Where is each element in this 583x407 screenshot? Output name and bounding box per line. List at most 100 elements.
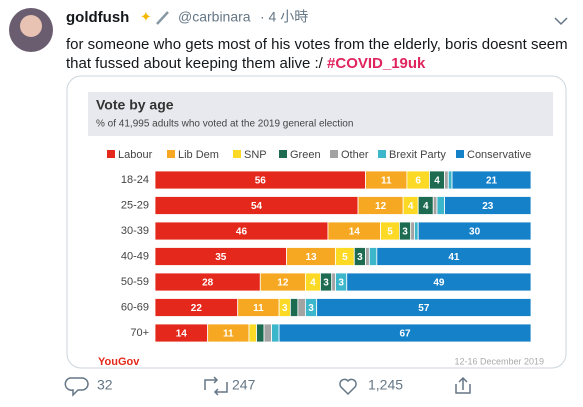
legend-swatch [330, 150, 338, 158]
data-label: 14 [349, 227, 361, 238]
data-label: 14 [176, 329, 188, 340]
bar-segment [417, 221, 532, 241]
legend-swatch [233, 150, 241, 158]
data-label: 21 [486, 176, 498, 187]
tweet-time[interactable]: · 4 小時 [260, 9, 308, 25]
data-label: 6 [415, 176, 421, 187]
reply-count: 32 [97, 377, 113, 393]
bar-segment [331, 272, 336, 292]
bar-segment [410, 221, 415, 241]
legend-label: Other [341, 149, 369, 161]
bar-segment [278, 323, 532, 343]
tweet-text: for someone who gets most of his votes f… [66, 36, 568, 53]
data-label: 3 [282, 303, 288, 314]
data-label: 13 [305, 252, 317, 263]
like-icon[interactable] [339, 378, 357, 396]
tweet-text: that fussed about keeping them alive :/ … [66, 55, 426, 72]
data-label: 12 [277, 278, 289, 289]
bar-segment [447, 170, 453, 190]
data-label: 56 [255, 176, 267, 187]
legend-label: SNP [244, 149, 267, 161]
data-label: 54 [251, 201, 263, 212]
y-tick-label: 50-59 [121, 276, 149, 288]
data-label: 46 [236, 227, 248, 238]
caret[interactable] [554, 17, 568, 26]
tweet-text-line: that fussed about keeping them alive :/ [66, 55, 324, 72]
bar-segment [414, 221, 419, 241]
data-label: 5 [387, 227, 393, 238]
chart: Labour Lib Dem SNP Green Other Brexit Party Co… [107, 149, 532, 343]
data-label: 5 [342, 252, 348, 263]
bar-segment [376, 247, 532, 266]
retweet-count: 247 [232, 377, 256, 393]
data-label: 12 [375, 201, 387, 212]
bar-segment [451, 170, 532, 190]
legend-swatch [378, 150, 386, 158]
bar-segment [444, 196, 532, 215]
legend-label: Brexit Party [389, 149, 446, 161]
legend-swatch [456, 150, 464, 158]
legend-swatch [167, 150, 175, 158]
y-tick-label: 18-24 [121, 174, 149, 186]
y-tick-label: 25-29 [121, 199, 149, 211]
bar-segment [346, 272, 532, 292]
sparkle-icon: ✦ [140, 9, 152, 25]
data-label: 3 [323, 278, 329, 289]
legend-label: Labour [118, 149, 153, 161]
legend-label: Green [290, 149, 321, 161]
y-tick-label: 40-49 [121, 250, 149, 262]
data-label: 4 [408, 201, 414, 212]
data-label: 11 [223, 329, 234, 340]
data-label: 11 [253, 303, 264, 314]
data-label: 4 [434, 176, 440, 187]
data-label: 35 [215, 252, 227, 263]
reply-icon[interactable] [64, 377, 89, 397]
y-tick-label: 70+ [130, 327, 149, 339]
bar-segment [297, 298, 306, 317]
share-icon[interactable] [455, 376, 471, 394]
y-tick-label: 60-69 [121, 301, 149, 313]
data-label: 4 [423, 201, 429, 212]
data-label: 11 [381, 176, 392, 187]
data-label: 3 [308, 303, 314, 314]
avatar-face [20, 15, 42, 37]
bar-segment [365, 247, 370, 266]
data-label: 3 [338, 278, 344, 289]
chart-title-box [88, 92, 553, 136]
source: YouGov [98, 356, 140, 368]
user-handle[interactable]: @carbinara [178, 9, 251, 25]
data-label: 49 [433, 278, 445, 289]
legend-label: Conservative [467, 149, 531, 161]
bar-segment [263, 323, 272, 343]
legend-label: Lib Dem [178, 149, 219, 161]
user-name[interactable]: goldfush [66, 9, 129, 26]
data-label: 67 [399, 329, 411, 340]
data-label: 57 [418, 303, 430, 314]
data-label: 4 [310, 278, 316, 289]
chart-subtitle: % of 41,995 adults who voted at the 2019… [96, 119, 353, 130]
date: 12-16 December 2019 [454, 356, 544, 366]
hashtag[interactable]: #COVID_19uk [327, 55, 426, 72]
data-label: 30 [469, 227, 481, 238]
legend-swatch [279, 150, 287, 158]
like-count: 1,245 [368, 377, 403, 393]
dagger-icon [156, 11, 169, 25]
legend-swatch [107, 150, 115, 158]
data-label: 3 [357, 252, 363, 263]
bar-segment [432, 196, 438, 215]
bar-segment [256, 323, 265, 343]
bar-segment [248, 323, 257, 343]
data-label: 22 [191, 303, 203, 314]
bar-segment [289, 298, 299, 317]
chart-title: Vote by age [96, 97, 174, 113]
bar-segment [368, 247, 378, 266]
bar-segment [316, 298, 532, 317]
bar-segment [271, 323, 280, 343]
data-label: 23 [482, 201, 494, 212]
retweet-icon[interactable] [204, 376, 228, 396]
bar-segment [444, 170, 449, 190]
bar-segment [436, 196, 445, 215]
data-label: 3 [402, 227, 408, 238]
y-tick-label: 30-39 [121, 225, 149, 237]
